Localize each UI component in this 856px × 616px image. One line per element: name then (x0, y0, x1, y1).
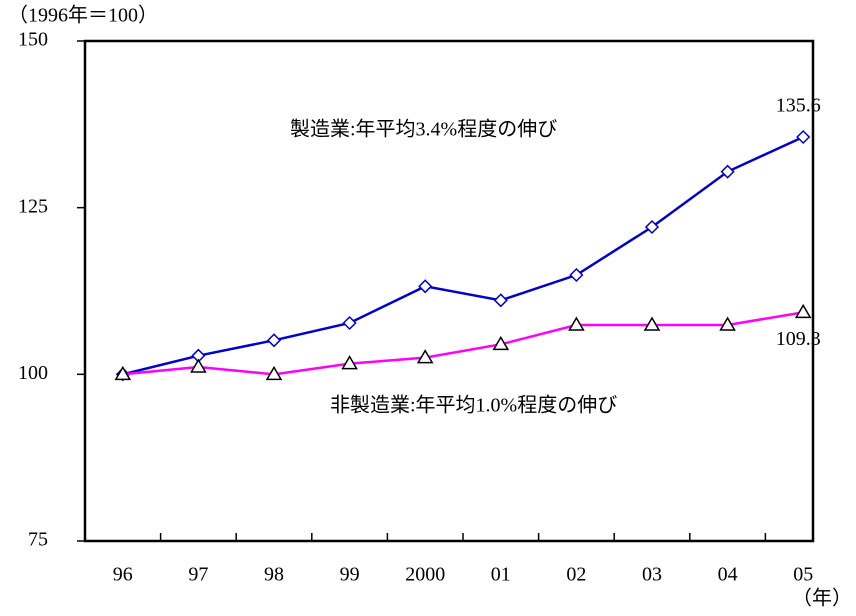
marker (794, 303, 812, 319)
marker (643, 316, 661, 331)
marker (114, 365, 132, 381)
y-unit-label: （1996年＝100） (8, 4, 158, 27)
y-tick-label: 100 (18, 362, 48, 384)
marker (190, 358, 207, 373)
marker (644, 219, 660, 235)
data-label: 135.6 (776, 95, 821, 117)
x-tick-label: 02 (566, 564, 586, 586)
marker (266, 333, 282, 348)
marker (796, 129, 811, 145)
series-line (122, 135, 804, 376)
marker (265, 365, 283, 381)
x-tick-label: 99 (340, 564, 360, 586)
marker (418, 279, 433, 294)
annotation: 製造業:年平均3.4%程度の伸び (290, 118, 557, 141)
x-tick-label: 2000 (405, 564, 445, 586)
marker (569, 267, 584, 283)
plot-frame (83, 39, 815, 543)
marker (342, 315, 357, 331)
x-tick-label: 97 (188, 564, 208, 586)
y-tick-label: 125 (18, 195, 48, 217)
series-line (122, 311, 804, 376)
y-tick-label: 150 (18, 29, 48, 51)
y-tick-label: 75 (28, 529, 48, 551)
marker (719, 316, 736, 331)
x-tick-label: 05 (793, 564, 813, 586)
marker (568, 316, 585, 331)
marker (493, 293, 508, 308)
marker (720, 164, 735, 179)
x-tick-label: 04 (718, 564, 738, 586)
marker (492, 335, 510, 351)
x-tick-label: 98 (264, 564, 284, 586)
marker (416, 349, 434, 364)
x-tick-label: 03 (642, 564, 662, 586)
data-label: 109.3 (776, 328, 821, 350)
annotation: 非製造業:年平均1.0%程度の伸び (330, 394, 617, 417)
x-tick-label: 01 (491, 564, 511, 586)
x-tick-label: 96 (113, 564, 133, 586)
x-unit-label: （年） (792, 587, 852, 610)
marker (341, 355, 358, 370)
